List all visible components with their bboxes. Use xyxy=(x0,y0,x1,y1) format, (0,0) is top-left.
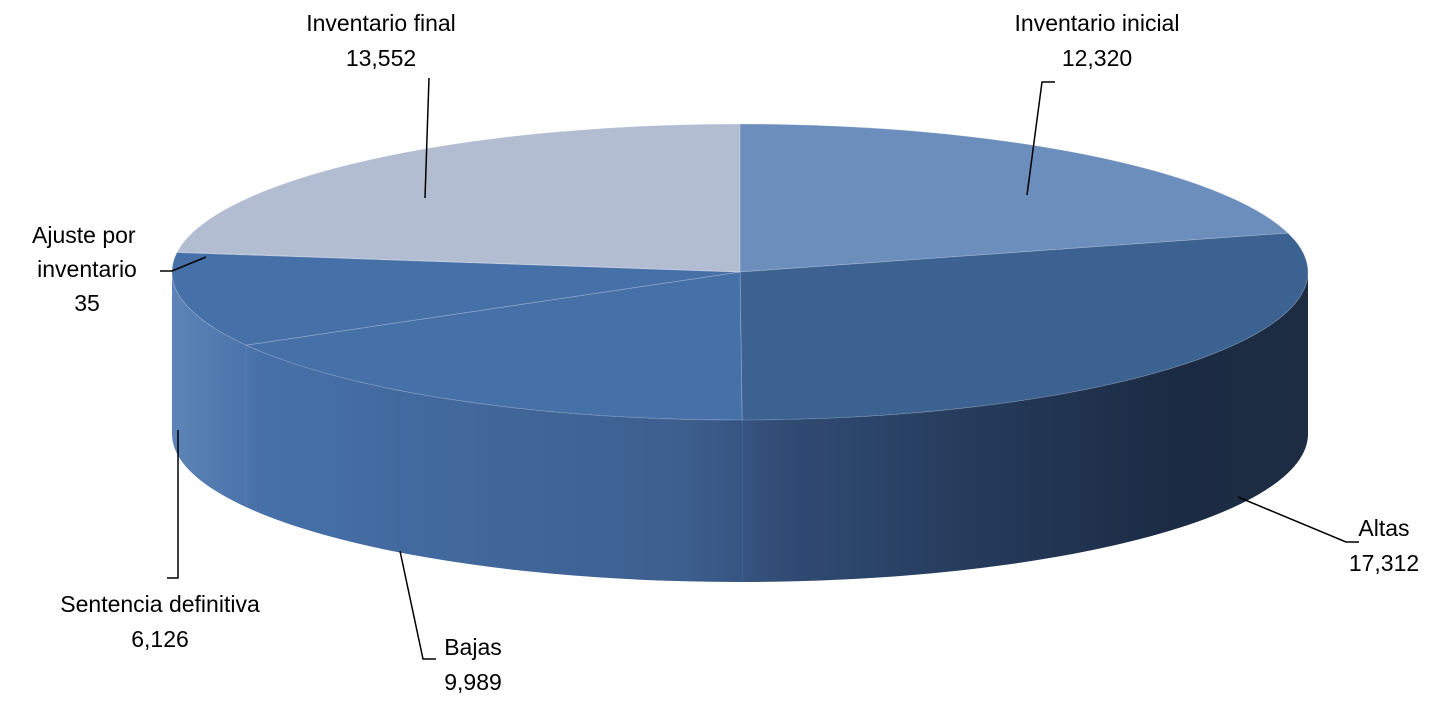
slice-value-inventario-inicial: 12,320 xyxy=(1062,45,1132,71)
pie-slices xyxy=(171,123,1309,421)
slice-value-inventario-final: 13,552 xyxy=(346,45,416,71)
slice-label-altas: Altas xyxy=(1358,515,1409,541)
leader-lines xyxy=(160,77,1359,660)
pie-slice-inventario-final xyxy=(176,123,741,273)
slice-label-sentencia-definitiva: Sentencia definitiva xyxy=(60,591,260,617)
pie-slice-altas xyxy=(739,232,1309,421)
slice-label-inventario-final: Inventario final xyxy=(306,10,456,36)
leader-inventario-final xyxy=(424,77,430,199)
leader-sentencia-definitiva xyxy=(167,430,179,579)
slice-label-inventario-inicial: Inventario inicial xyxy=(1015,10,1180,36)
pie-slice-ajuste-por-inventario xyxy=(176,251,741,273)
slice-labels: Inventario inicial 12,320 Altas 17,312 B… xyxy=(32,10,1419,695)
leader-ajuste-por-inventario xyxy=(160,256,207,272)
leader-bajas xyxy=(399,550,436,660)
leader-inventario-inicial xyxy=(1026,81,1055,196)
pie-slice-inventario-inicial xyxy=(739,123,1289,273)
slice-value-ajuste-por-inventario: 35 xyxy=(74,290,100,316)
leader-altas xyxy=(1237,496,1359,543)
slice-value-altas: 17,312 xyxy=(1349,550,1419,576)
pie-slice-sentencia-definitiva xyxy=(171,252,741,346)
slice-value-bajas: 9,989 xyxy=(444,669,502,695)
pie-side-wall xyxy=(172,272,1308,582)
slice-value-sentencia-definitiva: 6,126 xyxy=(131,626,189,652)
slice-label-bajas: Bajas xyxy=(444,634,502,660)
pie-slice-bajas xyxy=(244,271,743,421)
slice-label-ajuste-por-inventario: Ajuste por inventario xyxy=(32,222,142,282)
